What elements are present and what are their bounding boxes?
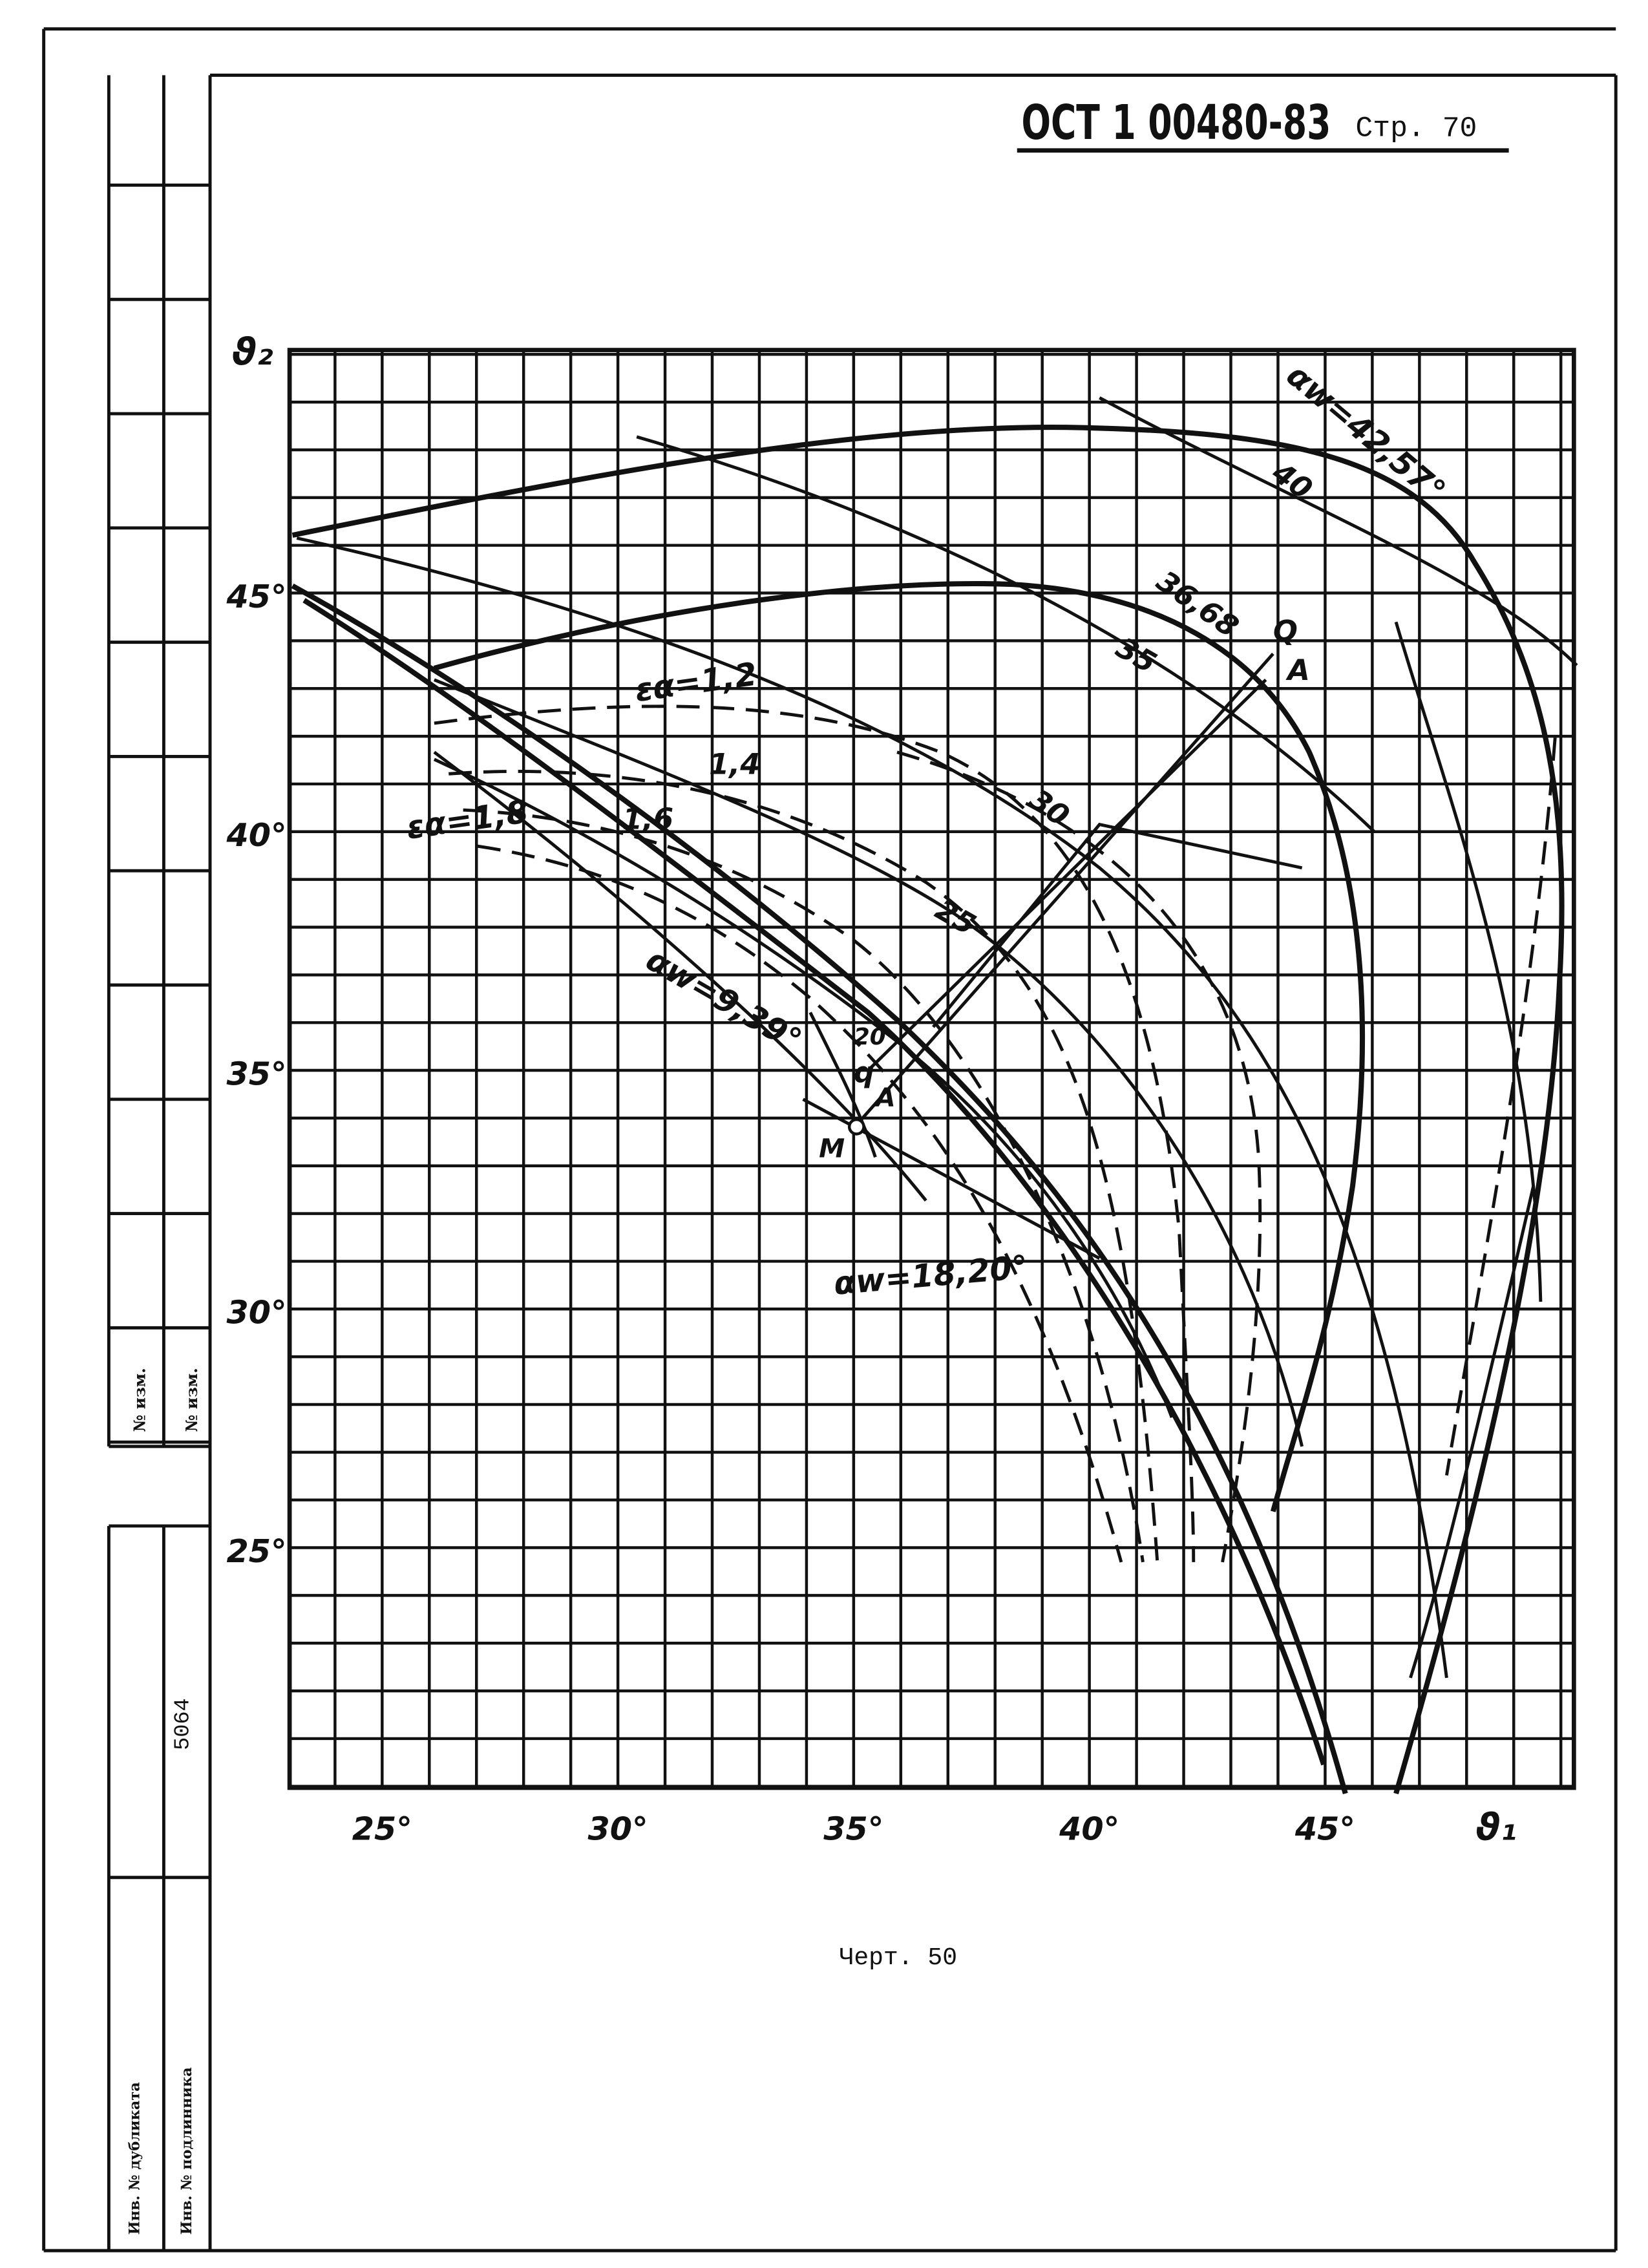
annotation: 30: [1023, 782, 1075, 833]
doc-code: ОСТ 1 00480-83: [1021, 95, 1331, 151]
curve-35: [636, 435, 1376, 833]
x-tick-label: 30°: [588, 1810, 648, 1848]
stamp-text: Инв. № подлинника: [178, 2067, 195, 2234]
y-axis-label: ϑ₂: [232, 330, 273, 374]
x-tick-label: 40°: [1059, 1810, 1119, 1848]
y-tick-label: 40°: [226, 816, 287, 854]
x-tick-label: 25°: [352, 1810, 412, 1848]
annotation: 1,6: [622, 801, 673, 836]
tick-labels: 25° 30° 35° 40° 45° 45° 40° 35° 30° 25°: [226, 578, 1355, 1848]
curve-30: [296, 536, 1448, 1679]
line-QA: [852, 652, 1274, 1130]
curve-20: [433, 758, 1174, 1418]
line-cross: [932, 822, 1303, 1028]
y-tick-label: 45°: [226, 578, 287, 615]
curve-eps-12: [434, 705, 1196, 1562]
stamp-text: Инв. № дубликата: [126, 2082, 143, 2234]
plot-border: [287, 348, 1576, 1790]
annotation: A: [1285, 653, 1310, 687]
curve-eps-16: [463, 808, 1145, 1563]
caption: Черт. 50: [839, 1944, 957, 1972]
stamp-text: № изм.: [182, 1368, 201, 1432]
page-number: Стр. 70: [1355, 112, 1477, 145]
curve-40: [1099, 396, 1578, 667]
stamp-rows: [109, 183, 211, 1444]
y-tick-label: 35°: [227, 1055, 287, 1092]
annotation: αw=18,20°: [832, 1248, 1030, 1302]
annotation: 25: [929, 892, 981, 942]
curve-dashed: [1444, 737, 1557, 1476]
curve-36-68: [433, 580, 1366, 1512]
line-QA: [867, 679, 1267, 1072]
annotation: 20: [854, 1024, 886, 1050]
annotation: A: [873, 1083, 895, 1113]
curve-main: [302, 598, 1327, 1766]
y-tick-label: 25°: [227, 1532, 287, 1570]
curve-25: [433, 678, 1304, 1447]
annotation: Q: [1273, 613, 1298, 648]
annotation: εα=1,2: [633, 655, 759, 709]
annotation: 1,4: [709, 747, 760, 781]
curve-aw-42: [291, 425, 1565, 1795]
x-tick-label: 45°: [1294, 1810, 1355, 1848]
annotation: M: [819, 1134, 845, 1163]
annotation: εα=1,8: [404, 792, 531, 847]
point-M: [847, 1118, 865, 1136]
x-axis-label: ϑ₁: [1475, 1805, 1517, 1849]
curve-eps-18: [477, 844, 1123, 1563]
annotation: 35: [1110, 630, 1162, 680]
curve-short: [808, 1012, 877, 1158]
y-tick-label: 30°: [227, 1294, 287, 1331]
stamp-text: № изм.: [130, 1368, 149, 1432]
annotation: q: [854, 1055, 874, 1089]
curve-dashed: [896, 750, 1262, 1563]
x-tick-label: 35°: [823, 1810, 883, 1848]
curve-right: [1409, 1185, 1536, 1679]
curve-eps-14: [449, 769, 1159, 1563]
curve-right: [1394, 621, 1543, 1302]
stamp-number: 5064: [171, 1698, 195, 1750]
curve-main: [291, 583, 1348, 1795]
